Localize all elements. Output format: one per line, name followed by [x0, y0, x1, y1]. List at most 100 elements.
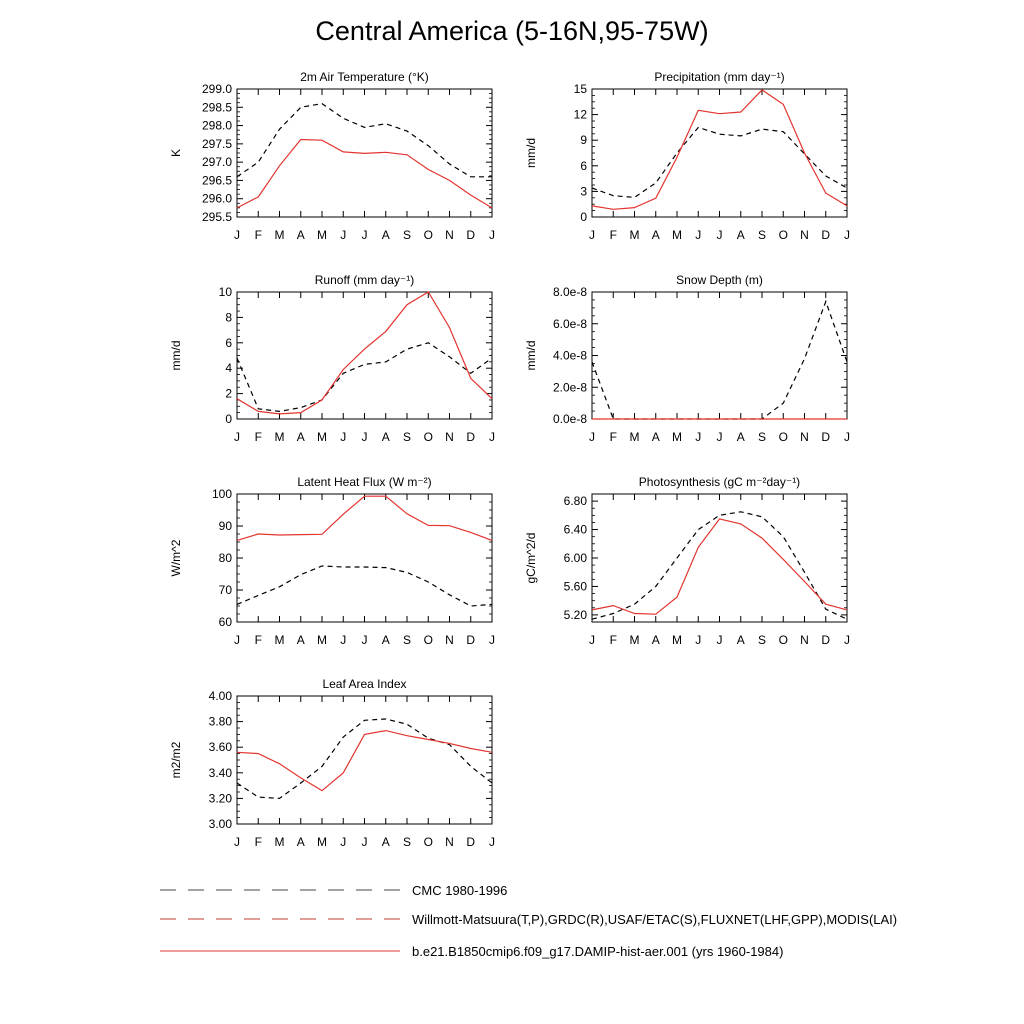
- x-tick-label: S: [403, 228, 411, 242]
- y-tick-label: 6.00: [564, 551, 588, 565]
- x-tick-label: O: [424, 228, 433, 242]
- y-tick-label: 2.0e-8: [553, 380, 587, 394]
- x-tick-label: M: [275, 430, 285, 444]
- series-line-model: [236, 138, 493, 209]
- x-tick-label: S: [403, 430, 411, 444]
- y-tick-label: 9: [580, 133, 587, 147]
- x-tick-label: A: [737, 228, 745, 242]
- y-tick-label: 90: [219, 519, 233, 533]
- x-tick-label: A: [737, 633, 745, 647]
- y-tick-label: 298.5: [202, 100, 232, 114]
- y-tick-label: 2: [225, 387, 232, 401]
- x-tick-label: D: [821, 228, 830, 242]
- y-tick-label: 60: [219, 615, 233, 629]
- x-tick-label: O: [779, 430, 788, 444]
- x-tick-label: M: [630, 228, 640, 242]
- series-line-observed: [591, 126, 848, 199]
- x-tick-label: J: [589, 228, 595, 242]
- series-line-observed: [236, 102, 492, 178]
- y-tick-label: 12: [574, 108, 588, 122]
- series-line-model: [591, 89, 848, 210]
- x-tick-label: M: [317, 228, 327, 242]
- x-tick-label: N: [445, 835, 454, 849]
- y-axis-label: mm/d: [169, 341, 183, 371]
- x-tick-label: J: [340, 835, 346, 849]
- x-tick-label: J: [717, 430, 723, 444]
- panel-title: Runoff (mm day⁻¹): [315, 273, 414, 287]
- x-tick-label: N: [445, 430, 454, 444]
- x-tick-label: J: [489, 633, 495, 647]
- y-tick-label: 296.5: [202, 173, 232, 187]
- y-tick-label: 297.0: [202, 155, 232, 169]
- x-tick-label: F: [255, 633, 262, 647]
- y-tick-label: 0: [580, 210, 587, 224]
- y-tick-label: 100: [212, 487, 232, 501]
- y-axis-label: W/m^2: [169, 539, 183, 576]
- x-tick-label: J: [717, 633, 723, 647]
- x-tick-label: O: [424, 633, 433, 647]
- x-tick-label: N: [445, 228, 454, 242]
- y-tick-label: 6: [225, 336, 232, 350]
- x-tick-label: F: [255, 228, 262, 242]
- panel-title: Photosynthesis (gC m⁻²day⁻¹): [639, 475, 800, 489]
- y-tick-label: 8.0e-8: [553, 285, 587, 299]
- x-tick-label: M: [672, 228, 682, 242]
- y-tick-label: 0: [225, 412, 232, 426]
- x-tick-label: J: [234, 835, 240, 849]
- x-tick-label: J: [589, 430, 595, 444]
- y-axis-label: mm/d: [524, 138, 538, 168]
- x-tick-label: J: [489, 430, 495, 444]
- x-tick-label: M: [275, 633, 285, 647]
- x-tick-label: F: [610, 633, 617, 647]
- x-tick-label: M: [275, 835, 285, 849]
- y-tick-label: 298.0: [202, 119, 232, 133]
- x-tick-label: D: [466, 430, 475, 444]
- x-tick-label: A: [737, 430, 745, 444]
- panel-5: Latent Heat Flux (W m⁻²) W/m^2 60 70 80 90 100…: [169, 475, 495, 647]
- x-tick-label: S: [403, 633, 411, 647]
- x-tick-label: M: [317, 835, 327, 849]
- x-tick-label: A: [382, 228, 390, 242]
- y-tick-label: 3.40: [209, 766, 233, 780]
- y-tick-label: 5.60: [564, 579, 588, 593]
- panel-7: Leaf Area Index m2/m2 3.00 3.20 3.40 3.60 3.80…: [169, 677, 495, 849]
- series-line-observed: [591, 299, 848, 420]
- x-tick-label: J: [340, 228, 346, 242]
- x-tick-label: A: [652, 633, 660, 647]
- x-tick-label: M: [672, 633, 682, 647]
- series-line-model: [236, 729, 493, 792]
- y-tick-label: 5.20: [564, 608, 588, 622]
- y-tick-label: 296.0: [202, 192, 232, 206]
- x-tick-label: A: [382, 835, 390, 849]
- plot-frame: [591, 88, 848, 218]
- x-tick-label: N: [800, 228, 809, 242]
- series-line-model: [591, 518, 848, 615]
- series-line-observed: [236, 342, 493, 413]
- x-tick-label: J: [362, 835, 368, 849]
- panel-title: 2m Air Temperature (°K): [300, 70, 429, 84]
- x-tick-label: D: [466, 633, 475, 647]
- x-tick-label: J: [695, 633, 701, 647]
- series-line-observed: [236, 565, 493, 607]
- x-tick-label: F: [255, 835, 262, 849]
- y-tick-label: 6.40: [564, 523, 588, 537]
- plot-frame: [236, 695, 493, 825]
- x-tick-label: A: [297, 633, 305, 647]
- panel-6: Photosynthesis (gC m⁻²day⁻¹) gC/m^2/d 5.20…: [524, 475, 850, 647]
- x-tick-label: O: [424, 835, 433, 849]
- x-tick-label: M: [317, 430, 327, 444]
- x-tick-label: J: [234, 633, 240, 647]
- x-tick-label: J: [489, 228, 495, 242]
- x-tick-label: S: [758, 633, 766, 647]
- panel-title: Precipitation (mm day⁻¹): [654, 70, 784, 84]
- y-tick-label: 6.80: [564, 494, 588, 508]
- plot-frame: [591, 291, 848, 420]
- x-tick-label: J: [362, 430, 368, 444]
- x-tick-label: S: [403, 835, 411, 849]
- x-tick-label: M: [672, 430, 682, 444]
- y-tick-label: 6: [580, 159, 587, 173]
- x-tick-label: O: [779, 228, 788, 242]
- y-tick-label: 3.20: [209, 791, 233, 805]
- plot-frame: [236, 493, 493, 623]
